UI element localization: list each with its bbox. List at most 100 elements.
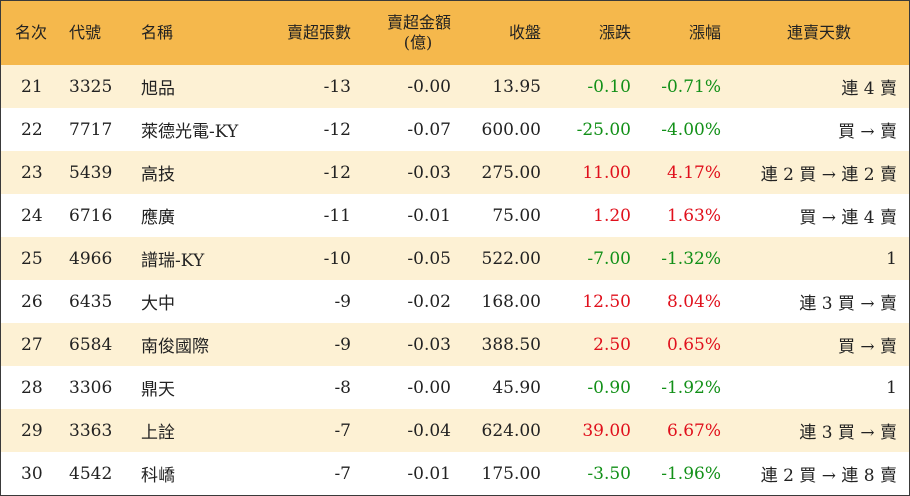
net-sell-amount-cell: -0.03 xyxy=(407,162,451,183)
net-sell-amount-cell: -0.01 xyxy=(407,463,451,484)
name-cell: 萊德光電-KY xyxy=(141,122,239,142)
consecutive-days-cell: 買 → 賣 xyxy=(837,122,897,142)
rank-cell: 22 xyxy=(21,119,43,140)
change-pct-cell: -4.00% xyxy=(661,119,721,140)
consecutive-days-cell: 買 → 賣 xyxy=(837,337,897,357)
code-cell: 5439 xyxy=(69,162,113,183)
name-cell: 鼎天 xyxy=(141,380,175,400)
header-close[interactable]: 收盤 xyxy=(508,23,541,42)
rank-cell: 30 xyxy=(21,463,43,484)
close-cell: 175.00 xyxy=(481,463,541,484)
change-pct-cell: 1.63% xyxy=(666,205,721,226)
consecutive-days-cell: 連 3 買 → 賣 xyxy=(799,423,897,443)
table-header: 名次 代號 名稱 賣超張數 賣超金額 (億) 收盤 漲跌 漲幅 連賣天數 xyxy=(1,1,909,65)
table-row[interactable]: 23 5439 高技 -12 -0.03 275.00 11.00 4.17% 連 2 買 → … xyxy=(1,151,909,194)
close-cell: 624.00 xyxy=(481,420,541,441)
net-sell-amount-cell: -0.02 xyxy=(407,291,451,312)
change-pct-cell: -1.32% xyxy=(661,248,721,269)
change-pct-cell: -0.71% xyxy=(661,76,721,97)
change-pct-cell: -1.92% xyxy=(661,377,721,398)
consecutive-days-cell: 連 3 買 → 賣 xyxy=(799,294,897,314)
net-sell-lots-cell: -8 xyxy=(334,377,351,398)
close-cell: 388.50 xyxy=(481,334,541,355)
net-sell-amount-cell: -0.00 xyxy=(407,377,451,398)
change-pct-cell: 0.65% xyxy=(666,334,721,355)
net-sell-lots-cell: -7 xyxy=(334,420,351,441)
header-consecutive-days[interactable]: 連賣天數 xyxy=(786,23,851,42)
consecutive-days-cell: 1 xyxy=(886,377,897,398)
code-cell: 3325 xyxy=(69,76,113,97)
rank-cell: 28 xyxy=(21,377,43,398)
rank-cell: 21 xyxy=(21,76,43,97)
net-sell-lots-cell: -10 xyxy=(323,248,351,269)
change-cell: 39.00 xyxy=(582,420,631,441)
change-pct-cell: 6.67% xyxy=(666,420,721,441)
change-pct-cell: 8.04% xyxy=(666,291,721,312)
net-sell-amount-cell: -0.03 xyxy=(407,334,451,355)
header-rank[interactable]: 名次 xyxy=(15,23,48,42)
name-cell: 應廣 xyxy=(141,208,175,228)
code-cell: 6716 xyxy=(69,205,113,226)
name-cell: 上詮 xyxy=(141,423,175,443)
change-cell: -3.50 xyxy=(587,463,631,484)
change-cell: -25.00 xyxy=(576,119,631,140)
rank-cell: 23 xyxy=(21,162,43,183)
change-cell: 1.20 xyxy=(593,205,631,226)
header-change[interactable]: 漲跌 xyxy=(598,23,631,42)
name-cell: 科嶠 xyxy=(141,466,175,486)
net-sell-amount-cell: -0.00 xyxy=(407,76,451,97)
net-sell-lots-cell: -9 xyxy=(334,334,351,355)
header-net-sell-amount-line1: 賣超金額 xyxy=(386,13,451,32)
code-cell: 3306 xyxy=(69,377,113,398)
table-row[interactable]: 25 4966 譜瑞-KY -10 -0.05 522.00 -7.00 -1.32% 1 xyxy=(1,237,909,280)
code-cell: 7717 xyxy=(69,119,113,140)
consecutive-days-cell: 連 4 賣 xyxy=(841,79,897,99)
net-sell-amount-cell: -0.05 xyxy=(407,248,451,269)
header-name[interactable]: 名稱 xyxy=(141,23,174,42)
change-cell: -0.10 xyxy=(587,76,631,97)
header-row: 名次 代號 名稱 賣超張數 賣超金額 (億) 收盤 漲跌 漲幅 連賣天數 xyxy=(1,1,909,65)
rank-cell: 24 xyxy=(21,205,43,226)
consecutive-days-cell: 連 2 買 → 連 8 賣 xyxy=(760,466,897,486)
change-cell: 12.50 xyxy=(582,291,631,312)
code-cell: 4966 xyxy=(69,248,113,269)
header-net-sell-amount[interactable]: 賣超金額 (億) xyxy=(359,1,459,65)
net-sell-amount-cell: -0.07 xyxy=(407,119,451,140)
net-sell-lots-cell: -13 xyxy=(323,76,351,97)
code-cell: 6435 xyxy=(69,291,113,312)
name-cell: 譜瑞-KY xyxy=(141,251,205,271)
rank-cell: 26 xyxy=(21,291,43,312)
table-row[interactable]: 29 3363 上詮 -7 -0.04 624.00 39.00 6.67% 連 3 買 → 賣 xyxy=(1,409,909,452)
net-sell-amount-cell: -0.04 xyxy=(407,420,451,441)
rank-cell: 27 xyxy=(21,334,43,355)
table-row[interactable]: 22 7717 萊德光電-KY -12 -0.07 600.00 -25.00 -4.00% 買… xyxy=(1,108,909,151)
header-net-sell-lots[interactable]: 賣超張數 xyxy=(286,23,351,42)
table-body: 21 3325 旭品 -13 -0.00 13.95 -0.10 -0.71% 連 4 賣 22 7… xyxy=(1,65,909,495)
code-cell: 6584 xyxy=(69,334,113,355)
name-cell: 旭品 xyxy=(141,79,175,99)
header-change-pct[interactable]: 漲幅 xyxy=(688,23,721,42)
consecutive-days-cell: 買 → 連 4 賣 xyxy=(799,208,897,228)
table-row[interactable]: 26 6435 大中 -9 -0.02 168.00 12.50 8.04% 連 3 買 → 賣 xyxy=(1,280,909,323)
rank-cell: 25 xyxy=(21,248,43,269)
change-pct-cell: 4.17% xyxy=(666,162,721,183)
change-cell: 2.50 xyxy=(593,334,631,355)
header-code[interactable]: 代號 xyxy=(69,23,102,42)
header-net-sell-amount-line2: (億) xyxy=(403,33,433,52)
name-cell: 南俊國際 xyxy=(141,337,209,357)
consecutive-days-cell: 連 2 買 → 連 2 賣 xyxy=(760,165,897,185)
net-sell-lots-cell: -9 xyxy=(334,291,351,312)
table-row[interactable]: 21 3325 旭品 -13 -0.00 13.95 -0.10 -0.71% 連 4 賣 xyxy=(1,65,909,108)
close-cell: 45.90 xyxy=(492,377,541,398)
change-pct-cell: -1.96% xyxy=(661,463,721,484)
code-cell: 3363 xyxy=(69,420,113,441)
net-sell-lots-cell: -12 xyxy=(323,119,351,140)
close-cell: 168.00 xyxy=(481,291,541,312)
table-row[interactable]: 28 3306 鼎天 -8 -0.00 45.90 -0.90 -1.92% 1 xyxy=(1,366,909,409)
table-row[interactable]: 27 6584 南俊國際 -9 -0.03 388.50 2.50 0.65% 買 → 賣 xyxy=(1,323,909,366)
table-row[interactable]: 30 4542 科嶠 -7 -0.01 175.00 -3.50 -1.96% 連 2 買 → … xyxy=(1,452,909,495)
close-cell: 13.95 xyxy=(492,76,541,97)
table-row[interactable]: 24 6716 應廣 -11 -0.01 75.00 1.20 1.63% 買 → 連 4 賣 xyxy=(1,194,909,237)
